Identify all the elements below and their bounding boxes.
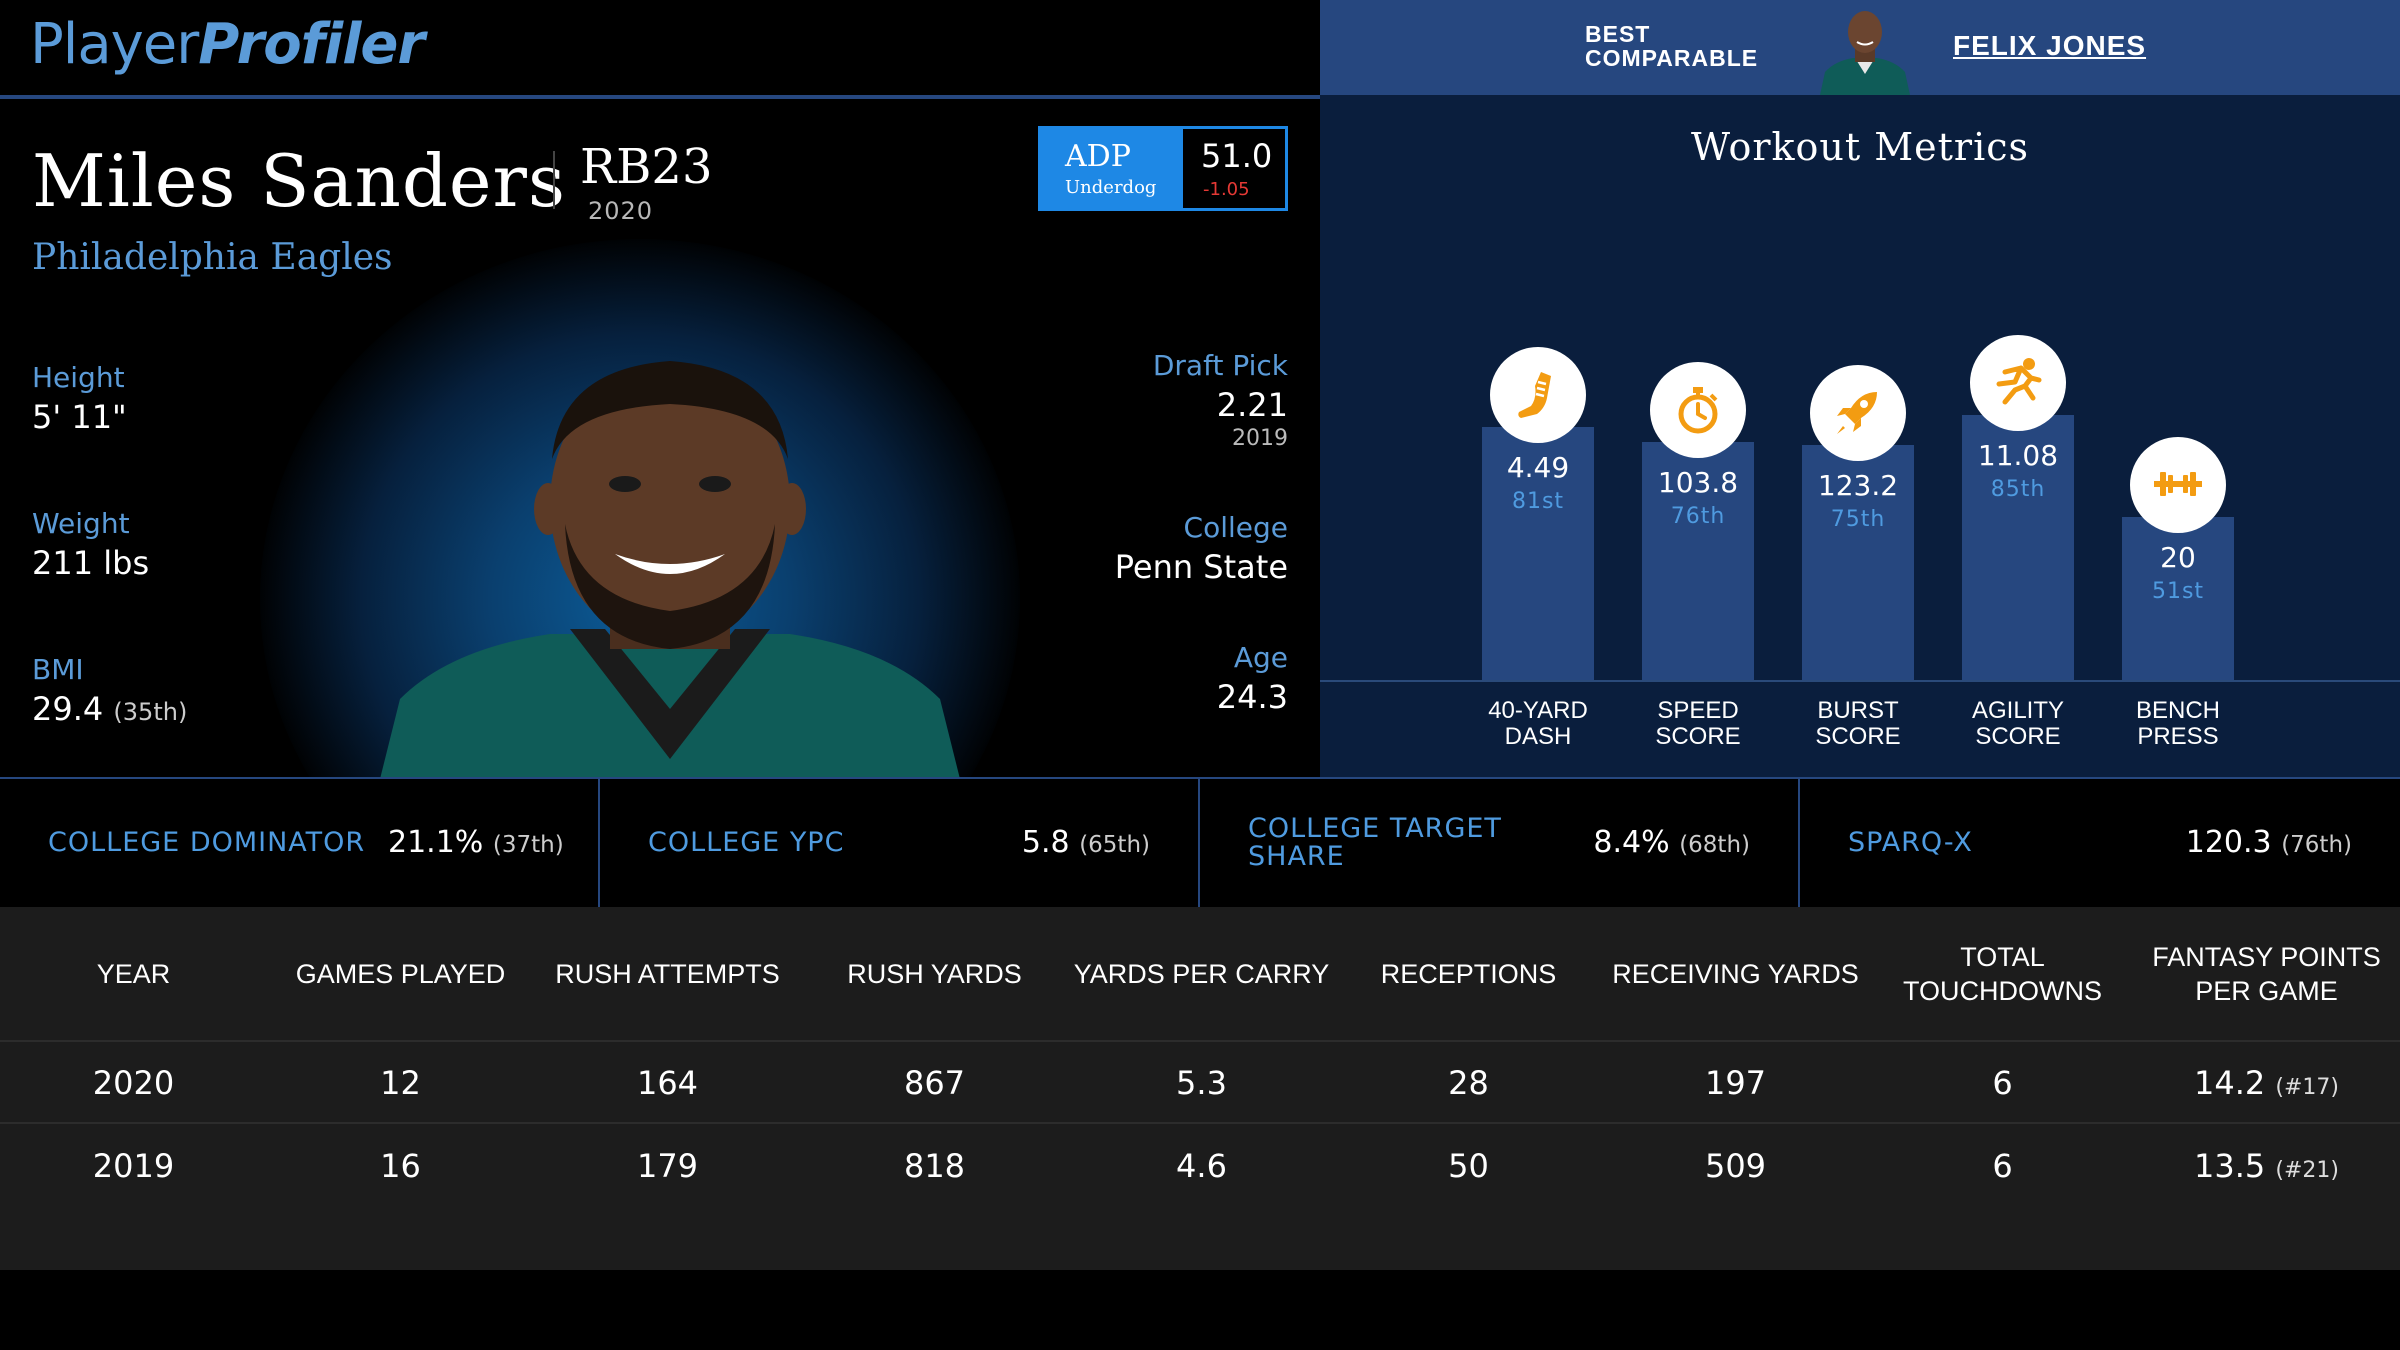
workout-bar[interactable]	[2122, 517, 2234, 680]
cell-fantasy-ppg: 14.2 (#17)	[2193, 1064, 2339, 1102]
college-ypc-label[interactable]: COLLEGE YPC	[648, 827, 845, 858]
college-dominator-label[interactable]: COLLEGE DOMINATOR	[48, 827, 366, 858]
best-comparable-label: BEST COMPARABLE	[1585, 21, 1759, 71]
season-year: 2020	[588, 197, 654, 225]
header-year[interactable]: YEAR	[96, 958, 171, 989]
cell-receptions: 28	[1448, 1064, 1489, 1102]
workout-value: 103.8	[1657, 466, 1739, 499]
stopwatch-icon	[1650, 362, 1746, 458]
weight-stat: Weight 211 lbs	[32, 507, 150, 582]
header-receiving-yards[interactable]: RECEIVING YARDS	[1612, 958, 1859, 989]
cell-ypc: 4.6	[1176, 1147, 1227, 1185]
cell-fantasy-ppg: 13.5 (#21)	[2193, 1147, 2339, 1185]
sparq-x-label[interactable]: SPARQ-X	[1848, 827, 1973, 858]
workout-metric-label: SPEED SCORE	[1655, 697, 1741, 750]
top-bar: PlayerProfiler BEST COMPARABLE FELIX JON…	[0, 0, 2400, 95]
adp-label-block: ADP Underdog	[1041, 129, 1183, 208]
workout-value: 11.08	[1977, 439, 2059, 472]
college-dominator-value: 21.1% (37th)	[388, 825, 564, 860]
cell-year: 2019	[92, 1147, 175, 1185]
cell-receiving-yards: 509	[1704, 1147, 1767, 1185]
workout-bar[interactable]	[1482, 427, 1594, 680]
running-figure-icon	[1970, 335, 2066, 431]
workout-bar[interactable]	[1642, 442, 1754, 680]
adp-source: Underdog	[1065, 177, 1157, 198]
workout-bar[interactable]	[1802, 445, 1914, 680]
header-fantasy-points-per-game[interactable]: FANTASY POINTS PER GAME	[2152, 941, 2381, 1006]
name-divider	[553, 151, 555, 209]
college-dominator-cell: COLLEGE DOMINATOR 21.1% (37th)	[0, 779, 600, 907]
workout-metrics-panel: Workout Metrics 4.49 81st 40-YARD DASH 103.8…	[1320, 95, 2400, 777]
header-yards-per-carry[interactable]: YARDS PER CARRY	[1073, 958, 1330, 989]
team-link[interactable]: Philadelphia Eagles	[32, 237, 393, 278]
college-ypc-value: 5.8 (65th)	[1021, 825, 1150, 860]
adp-box[interactable]: ADP Underdog 51.0 -1.05	[1038, 126, 1288, 211]
college-stat: College Penn State	[1114, 511, 1288, 586]
cell-touchdowns: 6	[1992, 1064, 2013, 1102]
workout-metric-label: BENCH PRESS	[2135, 697, 2220, 750]
college-stats-strip: COLLEGE DOMINATOR 21.1% (37th) COLLEGE Y…	[0, 777, 2400, 907]
rocket-icon	[1810, 365, 1906, 461]
cell-rush-attempts: 164	[636, 1064, 699, 1102]
cell-receiving-yards: 197	[1704, 1064, 1767, 1102]
position-rank: RB23	[580, 139, 713, 195]
college-target-share-cell: COLLEGE TARGET SHARE 8.4% (68th)	[1200, 779, 1800, 907]
height-stat: Height 5' 11"	[32, 361, 127, 436]
table-row: 2020 12 164 867 5.3 28 197 6 14.2 (#17)	[0, 1044, 2400, 1124]
player-panel: Miles Sanders RB23 2020 Philadelphia Eag…	[0, 99, 1320, 777]
table-row: 2019 16 179 818 4.6 50 509 6 13.5 (#21)	[0, 1126, 2400, 1206]
workout-metric-label: BURST SCORE	[1815, 697, 1901, 750]
workout-value: 20	[2160, 541, 2196, 574]
workout-percentile: 85th	[1990, 477, 2046, 502]
playerprofiler-logo[interactable]: PlayerProfiler	[30, 12, 425, 77]
college-target-share-value: 8.4% (68th)	[1593, 825, 1750, 860]
adp-label: ADP	[1065, 139, 1131, 174]
cell-games: 16	[380, 1147, 421, 1185]
workout-percentile: 51st	[2151, 579, 2205, 604]
workout-bar[interactable]	[1962, 415, 2074, 680]
cell-touchdowns: 6	[1992, 1147, 2013, 1185]
season-stats-table: YEAR GAMES PLAYED RUSH ATTEMPTS RUSH YAR…	[0, 907, 2400, 1270]
chart-baseline	[1320, 680, 2400, 682]
header-rush-attempts[interactable]: RUSH ATTEMPTS	[555, 958, 780, 989]
workout-metric-label: AGILITY SCORE	[1971, 697, 2065, 750]
workout-metric-label: 40-YARD DASH	[1488, 697, 1588, 750]
workout-value: 4.49	[1506, 451, 1570, 484]
college-target-share-label[interactable]: COLLEGE TARGET SHARE	[1248, 813, 1502, 872]
workout-value: 123.2	[1817, 469, 1899, 502]
sparq-x-cell: SPARQ-X 120.3 (76th)	[1800, 779, 2400, 907]
cell-rush-attempts: 179	[636, 1147, 699, 1185]
draft-pick-stat: Draft Pick 2.21 2019	[1152, 349, 1288, 451]
sparq-x-value: 120.3 (76th)	[2185, 825, 2352, 860]
workout-percentile: 76th	[1670, 504, 1726, 529]
adp-value: 51.0	[1201, 137, 1273, 175]
player-headshot	[380, 349, 960, 777]
cell-rush-yards: 818	[903, 1147, 966, 1185]
table-header-row: YEAR GAMES PLAYED RUSH ATTEMPTS RUSH YAR…	[0, 907, 2400, 1042]
header-games-played[interactable]: GAMES PLAYED	[295, 958, 506, 989]
cell-rush-yards: 867	[903, 1064, 966, 1102]
header-receptions[interactable]: RECEPTIONS	[1380, 958, 1557, 989]
workout-percentile: 81st	[1511, 489, 1565, 514]
cell-year: 2020	[92, 1064, 175, 1102]
age-stat: Age 24.3	[1216, 641, 1288, 716]
header-total-touchdowns[interactable]: TOTAL TOUCHDOWNS	[1903, 941, 2102, 1006]
comparable-player-photo	[1815, 6, 1915, 95]
barbell-icon	[2130, 437, 2226, 533]
workout-metrics-title: Workout Metrics	[1690, 125, 2030, 169]
header-rush-yards[interactable]: RUSH YARDS	[847, 958, 1022, 989]
college-ypc-cell: COLLEGE YPC 5.8 (65th)	[600, 779, 1200, 907]
bmi-stat: BMI 29.4 (35th)	[32, 653, 188, 728]
workout-percentile: 75th	[1830, 507, 1886, 532]
player-name: Miles Sanders	[32, 139, 566, 223]
cell-ypc: 5.3	[1176, 1064, 1227, 1102]
header-divider	[0, 95, 1320, 99]
running-shoe-icon	[1490, 347, 1586, 443]
cell-receptions: 50	[1448, 1147, 1489, 1185]
adp-change: -1.05	[1203, 179, 1250, 200]
comparable-player-link[interactable]: FELIX JONES	[1953, 30, 2147, 61]
cell-games: 12	[380, 1064, 421, 1102]
